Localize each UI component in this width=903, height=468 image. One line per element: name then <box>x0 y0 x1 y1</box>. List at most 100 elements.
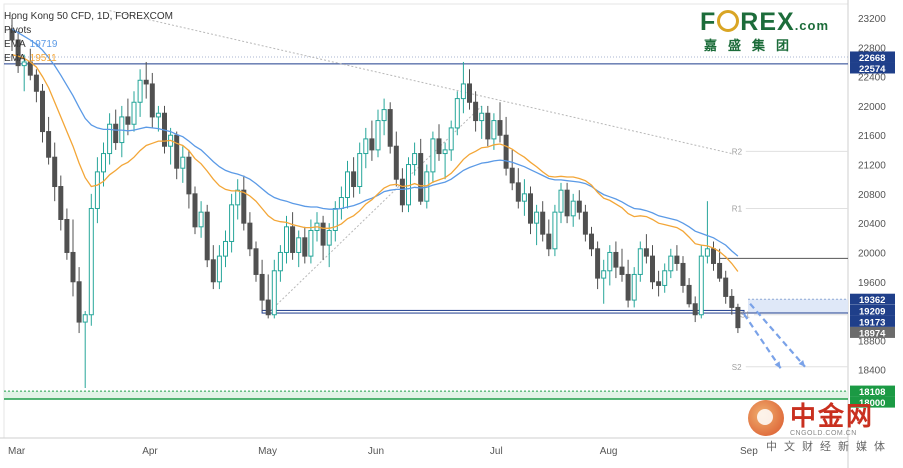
candle-body <box>46 131 52 158</box>
candle-body <box>290 226 296 253</box>
symbol-title: Hong Kong 50 CFD, 1D, FOREXCOM <box>4 11 173 22</box>
candle-body <box>479 112 485 122</box>
x-tick-label: Apr <box>142 446 158 457</box>
candle-body <box>192 193 198 228</box>
candle-body <box>265 299 271 316</box>
y-tick-label: 21200 <box>858 161 886 172</box>
time-axis[interactable]: Mar Apr May Jun Jul Aug Sep <box>8 446 758 457</box>
candle-body <box>223 240 228 257</box>
price-badge-label: 22668 <box>859 53 885 64</box>
ema-label: EMA <box>4 39 26 50</box>
candle-body <box>552 211 558 250</box>
candle-body <box>662 270 668 286</box>
candle-body <box>582 211 588 235</box>
candle-body <box>491 120 497 140</box>
x-tick-label: May <box>258 446 277 457</box>
ema-lines <box>11 28 739 272</box>
ema-fast-line <box>11 53 739 272</box>
candle-body <box>131 101 137 125</box>
logo-letters: REX <box>740 8 795 36</box>
candle-body <box>271 270 277 316</box>
y-tick-label: 23200 <box>858 14 886 25</box>
price-badge <box>850 51 895 63</box>
candle-body <box>9 28 15 41</box>
ema-value: 19511 <box>29 53 57 64</box>
candle-body <box>485 112 491 140</box>
price-badge <box>850 304 895 316</box>
candle-body <box>467 83 472 103</box>
y-tick-label: 21600 <box>858 131 886 142</box>
candle-body <box>540 211 546 235</box>
candle-body <box>101 153 106 173</box>
candle-body <box>107 123 113 155</box>
trendline-up <box>267 105 483 314</box>
plot-frame <box>3 3 849 439</box>
candle-body <box>613 251 619 268</box>
cngold-watermark: 中金网 CNGOLD.COM.CN 中文财经新媒体 <box>748 396 898 458</box>
candle-body <box>387 109 393 147</box>
candle-body <box>15 39 21 67</box>
candle-body <box>436 138 442 155</box>
candle-body <box>454 98 460 129</box>
price-badge-label: 18000 <box>859 398 885 409</box>
forex-logo: F REX.com 嘉盛集团 <box>700 8 846 58</box>
candle-body <box>338 197 344 209</box>
price-badge-label: 19209 <box>859 306 885 317</box>
candle-body <box>70 251 76 283</box>
pivot-label: R1 <box>732 205 743 214</box>
candle-body <box>180 156 186 169</box>
candle-body <box>259 273 265 301</box>
candle-body <box>88 208 94 316</box>
watermark-name: 中金网 <box>790 401 875 431</box>
candle-body <box>534 211 540 224</box>
y-tick-label: 20800 <box>858 190 886 201</box>
candle-body <box>229 204 235 242</box>
y-tick-label: 22000 <box>858 102 886 113</box>
candle-body <box>64 218 70 253</box>
candle-body <box>473 101 479 122</box>
candle-body <box>515 182 521 202</box>
candle-body <box>308 229 314 257</box>
candle-body <box>650 255 655 283</box>
candle-body <box>58 186 64 220</box>
y-tick-label: 19600 <box>858 278 886 289</box>
price-axis[interactable]: 23200 22800 22400 22000 21600 21200 20800 20400… <box>850 14 895 409</box>
price-badge-label: 18974 <box>859 328 886 339</box>
x-tick-label: Aug <box>600 446 618 457</box>
candle-body <box>412 153 418 166</box>
candle-body <box>52 156 58 188</box>
candle-body <box>143 79 149 85</box>
price-badge-label: 19173 <box>859 317 885 328</box>
legend-ema-slow[interactable]: EMA 19511 <box>4 52 177 66</box>
candle-body <box>253 248 259 275</box>
candle-body <box>564 189 570 217</box>
logo-letter: F <box>700 8 717 36</box>
projection-arrowhead <box>798 360 805 367</box>
candle-body <box>589 233 594 250</box>
candle-body <box>631 273 637 301</box>
candle-body <box>637 248 643 275</box>
candles <box>9 18 741 389</box>
legend-ema-fast[interactable]: EMA 19719 <box>4 38 177 52</box>
pivot-label: S2 <box>732 363 742 372</box>
candle-body <box>210 259 216 283</box>
candle-body <box>204 211 210 261</box>
candle-body <box>576 200 582 213</box>
candle-body <box>735 306 741 329</box>
candle-body <box>345 171 350 199</box>
pivot-label: R2 <box>732 147 743 156</box>
ema-value: 19719 <box>29 39 58 50</box>
legend-pivots[interactable]: Pivots <box>4 24 177 38</box>
price-badge-label: 19362 <box>859 295 885 306</box>
y-tick-label: 22800 <box>858 43 886 54</box>
candle-body <box>680 262 686 286</box>
projection-arrow <box>743 313 782 369</box>
candle-body <box>729 295 735 308</box>
cngold-logo-icon <box>748 400 784 436</box>
y-tick-label: 22400 <box>858 73 886 84</box>
price-badge <box>850 385 895 397</box>
candle-body <box>21 61 27 67</box>
candle-body <box>595 248 601 279</box>
candle-body <box>320 222 326 246</box>
